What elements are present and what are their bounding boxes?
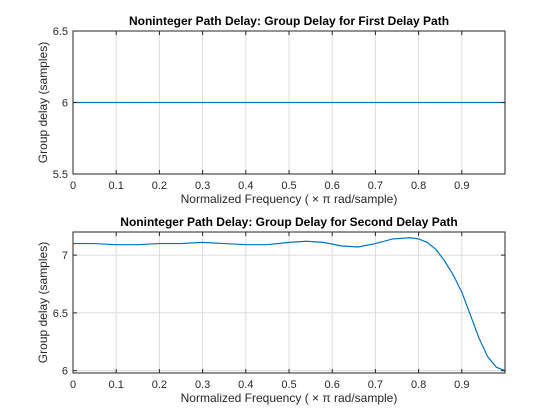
x-tick-label: 0.9 [454, 379, 469, 391]
y-tick-label: 6 [62, 98, 68, 110]
y-tick-label: 6.5 [53, 308, 68, 320]
x-tick-label: 0.3 [195, 379, 210, 391]
x-tick-label: 0.8 [411, 180, 426, 192]
x-axis-label: Normalized Frequency ( × π rad/sample) [181, 391, 398, 405]
x-tick-label: 0.7 [368, 379, 383, 391]
x-tick-label: 0.5 [281, 180, 296, 192]
x-tick-label: 0 [70, 379, 76, 391]
x-tick-label: 0.1 [109, 379, 124, 391]
x-tick-label: 0.5 [281, 379, 296, 391]
x-tick-label: 0.8 [411, 379, 426, 391]
chart-title: Noninteger Path Delay: Group Delay for S… [120, 215, 457, 229]
x-tick-label: 0.3 [195, 180, 210, 192]
y-axis-label: Group delay (samples) [36, 42, 50, 163]
chart-title: Noninteger Path Delay: Group Delay for F… [129, 14, 449, 28]
x-tick-label: 0.6 [325, 379, 340, 391]
y-tick-label: 5.5 [53, 169, 68, 181]
x-tick-label: 0.9 [454, 180, 469, 192]
axes-2: 0 0.1 0.2 0.3 0.4 0.5 0.6 0.7 0.8 0.9 6 6.5 7 Noninte… [36, 215, 506, 405]
series-line [73, 237, 506, 372]
x-tick-label: 0 [70, 180, 76, 192]
x-tick-label: 0.2 [152, 180, 167, 192]
y-tick-label: 6.5 [53, 26, 68, 38]
y-tick-label: 6 [62, 366, 68, 378]
y-axis-label: Group delay (samples) [36, 242, 50, 363]
x-tick-label: 0.4 [238, 180, 253, 192]
axes-1: 0 0.1 0.2 0.3 0.4 0.5 0.6 0.7 0.8 0.9 5.5 6 6.5 Nonin… [36, 14, 506, 206]
x-tick-label: 0.6 [325, 180, 340, 192]
y-tick-label: 7 [62, 250, 68, 262]
x-tick-label: 0.2 [152, 379, 167, 391]
x-tick-label: 0.7 [368, 180, 383, 192]
x-tick-label: 0.4 [238, 379, 253, 391]
x-tick-label: 0.1 [109, 180, 124, 192]
x-axis-label: Normalized Frequency ( × π rad/sample) [181, 192, 398, 206]
